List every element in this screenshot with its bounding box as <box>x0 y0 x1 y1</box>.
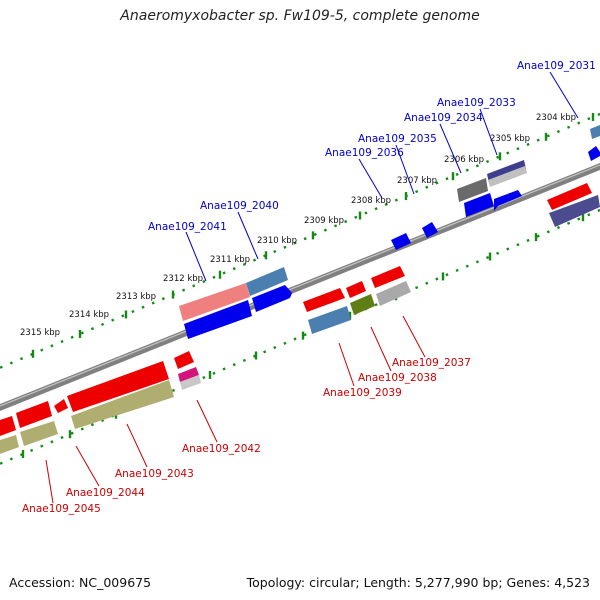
gene-anae109-2038-feature[interactable] <box>350 294 375 315</box>
gene-2032b-feature[interactable] <box>464 193 494 217</box>
gene-label-anae109-2031[interactable]: Anae109_2031 <box>517 60 596 72</box>
gene-anae109-2044-feature[interactable] <box>54 399 68 413</box>
gene-label-anae109-2036[interactable]: Anae109_2036 <box>325 147 404 159</box>
kbp-label: 2313 kbp <box>116 292 156 302</box>
gene-2046b-feature[interactable] <box>0 435 19 454</box>
gene-2046a-feature[interactable] <box>0 416 16 436</box>
gene-label-anae109-2035[interactable]: Anae109_2035 <box>358 133 437 145</box>
leader-anae109-2040 <box>237 211 259 260</box>
gene-label-anae109-2038[interactable]: Anae109_2038 <box>358 372 437 384</box>
leader-lines <box>45 71 579 504</box>
gene-label-anae109-2041[interactable]: Anae109_2041 <box>148 221 227 233</box>
gene-label-anae109-2034[interactable]: Anae109_2034 <box>404 112 483 124</box>
gene-anae109-2034-feature[interactable] <box>457 178 488 202</box>
leader-anae109-2042 <box>196 399 218 443</box>
top-strand-features <box>179 125 600 339</box>
gene-anae109-2037-feature[interactable] <box>371 266 405 288</box>
gene-anae109-2043-feature[interactable] <box>67 361 169 412</box>
accession-text: Accession: NC_009675 <box>9 575 152 590</box>
gene-anae109-2033b-feature[interactable] <box>488 166 527 187</box>
leader-anae109-2043 <box>126 423 148 468</box>
gene-label-anae109-2033[interactable]: Anae109_2033 <box>437 97 516 109</box>
gene-anae109-2041-feature[interactable] <box>179 283 250 321</box>
gene-2030-feature[interactable] <box>547 183 592 210</box>
gene-2039b-feature[interactable] <box>184 300 252 339</box>
gene-2032-feature[interactable] <box>494 190 522 211</box>
bottom-strand-features <box>0 183 600 454</box>
gene-label-anae109-2039[interactable]: Anae109_2039 <box>323 387 402 399</box>
gene-anae109-2035-feature[interactable] <box>422 222 438 238</box>
gene-anae109-2042b-feature[interactable] <box>178 367 199 382</box>
bottom-major-ticks <box>21 213 585 459</box>
leader-anae109-2038 <box>370 326 392 372</box>
bottom-scale-track <box>0 208 600 466</box>
kbp-label: 2312 kbp <box>163 274 203 284</box>
leader-anae109-2031 <box>549 71 579 119</box>
gene-label-group: Anae109_2031 Anae109_2033 Anae109_2034 A… <box>22 60 596 515</box>
leader-anae109-2035 <box>395 144 415 195</box>
gene-anae109-2040-feature[interactable] <box>246 267 288 296</box>
map-title: Anaeromyxobacter sp. Fw109-5, complete g… <box>120 8 480 24</box>
leader-anae109-2033 <box>479 108 498 156</box>
kbp-label: 2315 kbp <box>20 328 60 338</box>
gene-label-anae109-2042[interactable]: Anae109_2042 <box>182 443 261 455</box>
kbp-label-group: 2304 kbp 2305 kbp 2306 kbp 2307 kbp 2308 kbp… <box>20 113 576 338</box>
leader-anae109-2045 <box>45 459 54 504</box>
kbp-label: 2307 kbp <box>397 176 437 186</box>
gene-2039c-feature[interactable] <box>303 288 345 312</box>
kbp-label: 2310 kbp <box>257 236 297 246</box>
gene-2030b-feature[interactable] <box>549 195 600 227</box>
leader-anae109-2036 <box>358 158 383 199</box>
leader-anae109-2034 <box>439 123 462 174</box>
kbp-label: 2314 kbp <box>69 310 109 320</box>
gene-anae109-2031b-feature[interactable] <box>588 146 600 161</box>
gene-2039a-feature[interactable] <box>252 285 292 312</box>
gene-anae109-2045b-feature[interactable] <box>20 421 58 446</box>
gene-anae109-2045-feature[interactable] <box>16 401 52 428</box>
leader-anae109-2041 <box>185 231 207 282</box>
gene-label-anae109-2043[interactable]: Anae109_2043 <box>115 468 194 480</box>
kbp-label: 2305 kbp <box>490 134 530 144</box>
gene-label-anae109-2037[interactable]: Anae109_2037 <box>392 357 471 369</box>
gene-label-anae109-2044[interactable]: Anae109_2044 <box>66 487 145 499</box>
gene-label-anae109-2045[interactable]: Anae109_2045 <box>22 503 101 515</box>
gene-anae109-2042c-feature[interactable] <box>180 375 201 390</box>
leader-anae109-2044 <box>75 445 100 487</box>
gene-2038a-feature[interactable] <box>346 281 366 298</box>
top-scale-track <box>0 112 600 370</box>
kbp-label: 2311 kbp <box>210 255 250 265</box>
gene-anae109-2031-feature[interactable] <box>590 125 600 139</box>
leader-anae109-2039 <box>338 342 355 387</box>
top-major-ticks <box>31 112 595 358</box>
kbp-label: 2309 kbp <box>304 216 344 226</box>
gene-anae109-2037b-feature[interactable] <box>376 281 411 306</box>
gene-anae109-2042-feature[interactable] <box>174 351 194 369</box>
kbp-label: 2304 kbp <box>536 113 576 123</box>
genome-summary-text: Topology: circular; Length: 5,277,990 bp… <box>246 575 590 590</box>
kbp-label: 2308 kbp <box>351 196 391 206</box>
kbp-label: 2306 kbp <box>444 155 484 165</box>
gene-anae109-2039-feature[interactable] <box>308 306 351 334</box>
gene-label-anae109-2040[interactable]: Anae109_2040 <box>200 200 279 212</box>
leader-anae109-2037 <box>402 315 426 358</box>
gene-anae109-2036-feature[interactable] <box>391 233 411 250</box>
gene-anae109-2043b-feature[interactable] <box>71 380 174 429</box>
